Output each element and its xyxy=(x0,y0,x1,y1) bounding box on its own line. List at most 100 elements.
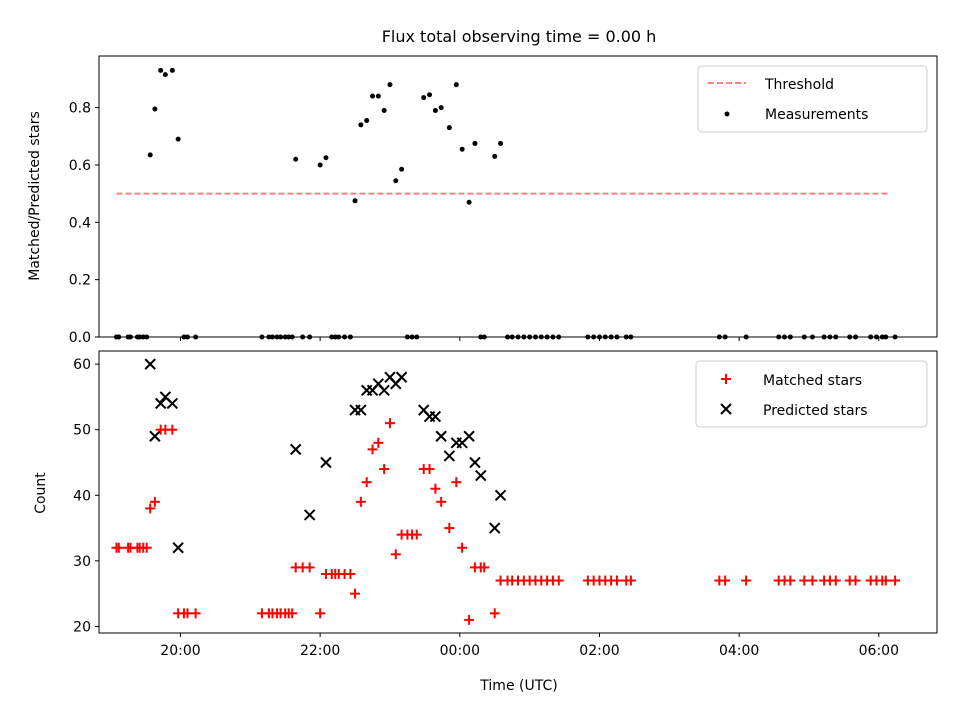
legend-matched-marker xyxy=(721,374,731,384)
measurement-point xyxy=(453,82,459,88)
top-y-tick-label: 0.4 xyxy=(69,215,91,231)
predicted-star-point xyxy=(429,410,442,423)
measurement-point xyxy=(399,166,405,172)
legend-threshold-label: Threshold xyxy=(764,77,834,93)
x-axis-label: Time (UTC) xyxy=(479,678,557,694)
predicted-star-point xyxy=(463,430,475,442)
matched-star-point xyxy=(553,575,564,586)
measurement-point xyxy=(358,122,364,128)
predicted-star-point xyxy=(144,358,156,370)
measurement-point xyxy=(169,67,175,73)
measurement-point xyxy=(438,105,444,111)
measurement-point xyxy=(317,162,323,168)
legend-plus-marker xyxy=(721,374,731,384)
measurement-point xyxy=(498,140,504,146)
measurement-point xyxy=(387,82,393,88)
figure-title: Flux total observing time = 0.00 h xyxy=(382,27,657,46)
top-y-tick-label: 0.2 xyxy=(69,273,91,289)
bottom-y-tick-label: 30 xyxy=(73,554,91,570)
matched-star-point xyxy=(785,575,796,586)
bottom-legend-box xyxy=(695,360,928,428)
predicted-star-point xyxy=(289,443,302,456)
bottom-plot-area xyxy=(111,358,901,625)
top-y-axis-label: Matched/Predicted stars xyxy=(27,111,43,281)
measurement-point xyxy=(375,93,381,99)
matched-star-point xyxy=(379,464,390,475)
matched-star-point xyxy=(451,477,462,488)
matched-star-point xyxy=(880,575,891,586)
predicted-star-point xyxy=(395,371,408,383)
legend-predicted-marker xyxy=(720,403,732,415)
matched-star-point xyxy=(355,496,366,507)
matched-star-point xyxy=(145,503,156,514)
matched-star-point xyxy=(424,464,435,475)
top-legend-box xyxy=(697,65,928,133)
legend-measurements-label: Measurements xyxy=(765,107,868,123)
predicted-star-point xyxy=(303,509,316,521)
legend-predicted-label: Predicted stars xyxy=(763,403,868,419)
top-panel: 0.00.20.40.60.8 Matched/Predicted stars … xyxy=(27,55,938,346)
matched-star-point xyxy=(345,568,356,579)
predicted-star-point xyxy=(489,522,501,534)
predicted-star-point xyxy=(172,542,184,554)
matched-star-point xyxy=(287,608,298,619)
measurement-point xyxy=(158,67,164,73)
measurement-point xyxy=(432,107,438,113)
measurement-point xyxy=(421,95,427,101)
measurement-point xyxy=(175,136,181,142)
x-tick-label: 06:00 xyxy=(859,643,899,659)
predicted-star-point xyxy=(435,430,447,442)
measurement-point xyxy=(162,72,168,78)
measurement-point xyxy=(152,106,158,112)
legend-measurements-marker xyxy=(724,111,730,117)
measurement-point xyxy=(472,140,478,146)
predicted-star-point xyxy=(494,489,507,501)
bottom-y-axis: 20 30 40 50 60 xyxy=(73,357,99,635)
measurement-point xyxy=(492,153,498,159)
matched-star-point xyxy=(479,562,490,573)
matched-star-point xyxy=(315,608,326,619)
legend-matched-label: Matched stars xyxy=(763,373,862,389)
matched-star-point xyxy=(457,542,468,553)
top-y-tick-label: 0.6 xyxy=(69,158,91,174)
bottom-y-tick-label: 20 xyxy=(73,619,91,635)
matched-star-point xyxy=(890,575,901,586)
matched-star-point xyxy=(830,575,841,586)
legend-cross-marker xyxy=(720,403,732,415)
x-tick-label: 20:00 xyxy=(160,643,200,659)
predicted-star-point xyxy=(443,450,456,462)
x-tick-label: 22:00 xyxy=(300,643,340,659)
bottom-y-axis-label: Count xyxy=(33,472,49,514)
predicted-star-point xyxy=(355,404,367,416)
matched-star-point xyxy=(444,523,455,534)
matched-star-point xyxy=(361,477,372,488)
bottom-y-tick-label: 40 xyxy=(73,488,91,504)
measurement-point xyxy=(393,178,399,184)
measurement-point xyxy=(370,93,376,99)
matched-star-point xyxy=(625,575,636,586)
measurement-point xyxy=(147,152,153,158)
matched-star-point xyxy=(464,614,475,625)
predicted-star-point xyxy=(378,384,390,397)
predicted-star-point xyxy=(154,397,167,410)
predicted-star-point xyxy=(469,456,481,469)
matched-star-point xyxy=(850,575,861,586)
bottom-x-axis: 20:00 22:00 00:00 02:00 04:00 06:00 xyxy=(160,633,899,659)
measurement-point xyxy=(364,118,370,124)
predicted-star-point xyxy=(475,469,487,482)
matched-star-point xyxy=(367,444,378,455)
top-y-tick-label: 0.0 xyxy=(69,330,91,346)
matched-star-point xyxy=(384,418,395,429)
matched-star-point xyxy=(373,437,384,448)
measurement-point xyxy=(352,198,358,204)
x-tick-label: 04:00 xyxy=(719,643,759,659)
measurement-point xyxy=(459,146,465,152)
measurement-point xyxy=(446,125,452,131)
matched-star-point xyxy=(411,529,422,540)
measurement-point xyxy=(427,92,433,98)
top-x-ticks xyxy=(179,337,880,341)
matched-star-point xyxy=(430,483,441,494)
bottom-panel: 20 30 40 50 60 20:00 22:00 00:00 02:00 04:00 06:0… xyxy=(33,350,938,694)
matched-star-point xyxy=(436,496,447,507)
